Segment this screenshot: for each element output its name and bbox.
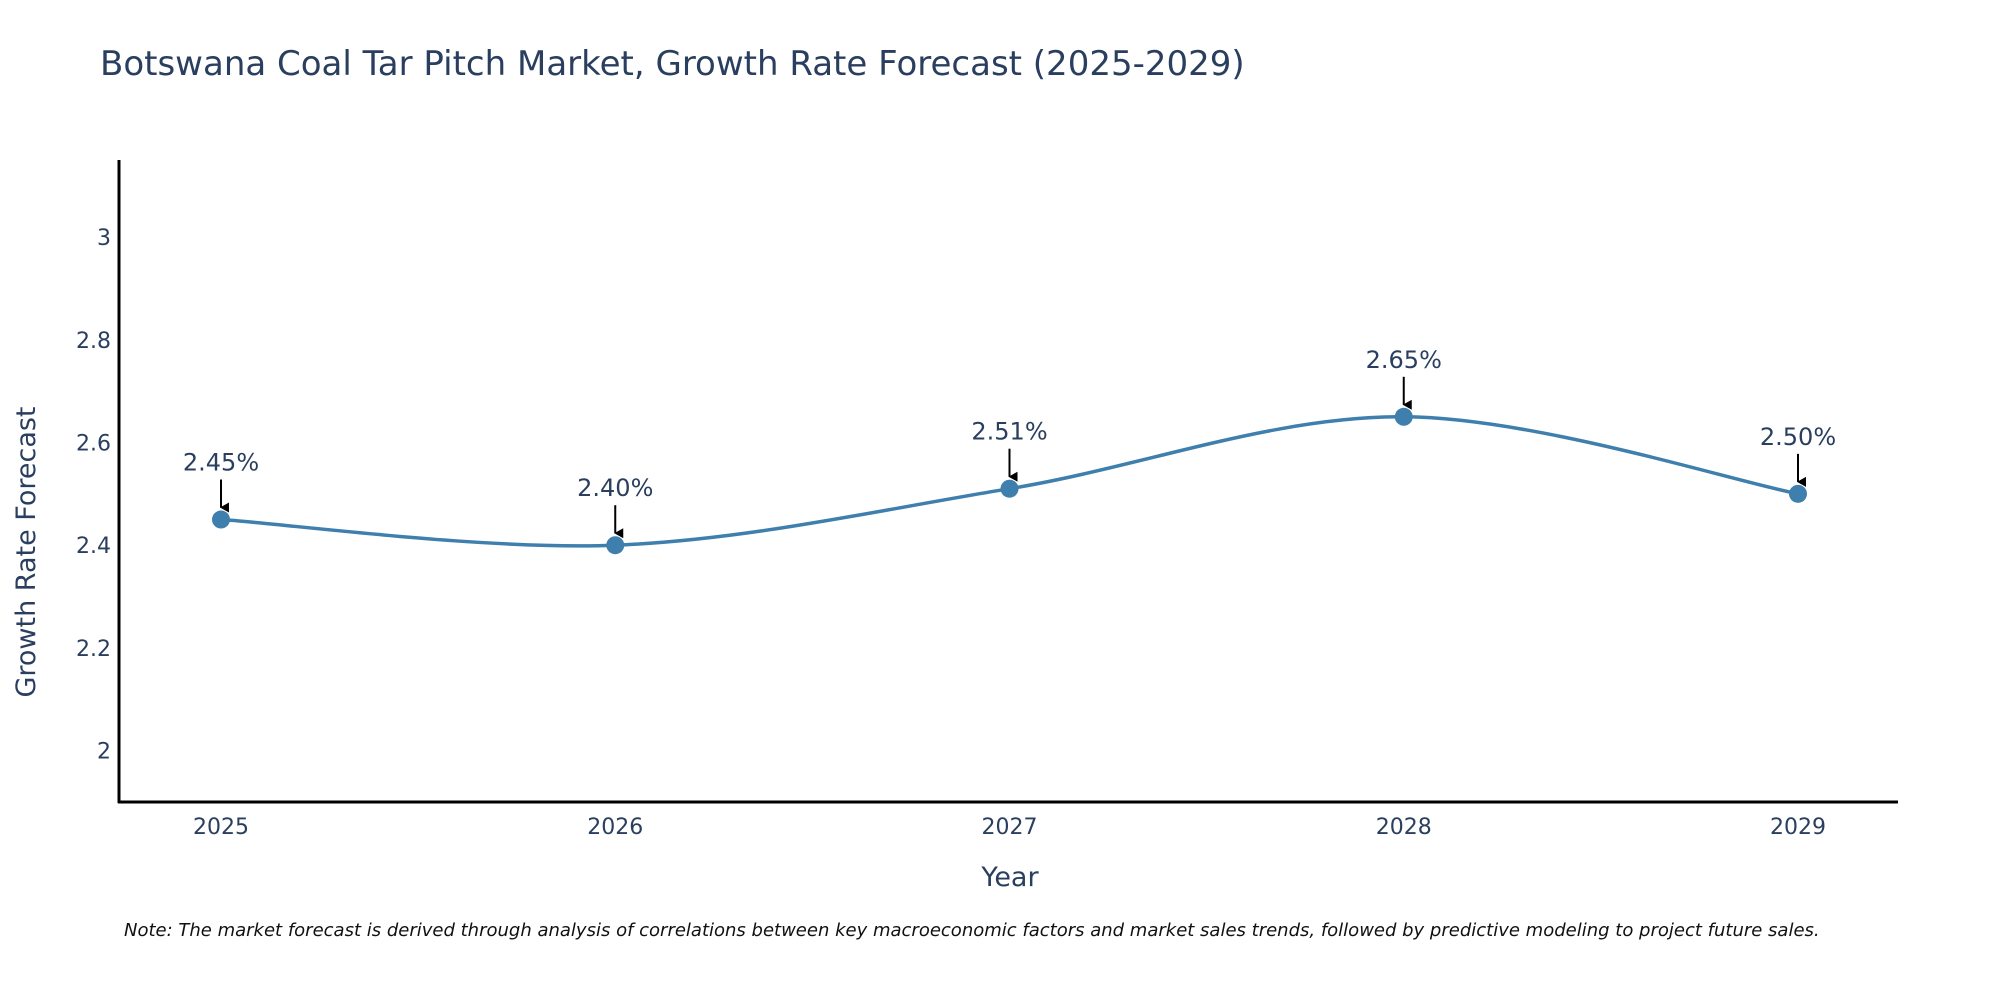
data-point bbox=[212, 510, 230, 529]
y-tick-label: 2.6 bbox=[76, 431, 111, 456]
chart-note: Note: The market forecast is derived thr… bbox=[124, 920, 1820, 941]
data-point bbox=[1000, 479, 1019, 498]
data-label: 2.45% bbox=[183, 449, 259, 477]
y-tick-label: 3 bbox=[97, 226, 111, 251]
data-label: 2.50% bbox=[1760, 423, 1836, 451]
x-tick-label: 2029 bbox=[1770, 815, 1826, 840]
x-tick-label: 2026 bbox=[587, 815, 643, 840]
data-point bbox=[1789, 484, 1807, 503]
y-axis-title: Growth Rate Forecast bbox=[11, 406, 42, 697]
y-tick-label: 2.4 bbox=[76, 534, 111, 559]
y-tick-label: 2.2 bbox=[76, 637, 111, 662]
x-tick-label: 2027 bbox=[982, 815, 1038, 840]
data-point bbox=[606, 536, 625, 555]
data-label: 2.40% bbox=[577, 474, 653, 502]
data-point bbox=[1394, 407, 1413, 426]
y-tick-label: 2.8 bbox=[76, 329, 111, 354]
x-tick-label: 2028 bbox=[1376, 815, 1432, 840]
data-label: 2.51% bbox=[971, 418, 1047, 446]
chart-title: Botswana Coal Tar Pitch Market, Growth R… bbox=[100, 44, 1245, 84]
y-tick-label: 2 bbox=[97, 740, 111, 765]
x-tick-label: 2025 bbox=[193, 815, 249, 840]
data-label: 2.65% bbox=[1366, 346, 1442, 374]
x-axis-title: Year bbox=[980, 862, 1039, 893]
